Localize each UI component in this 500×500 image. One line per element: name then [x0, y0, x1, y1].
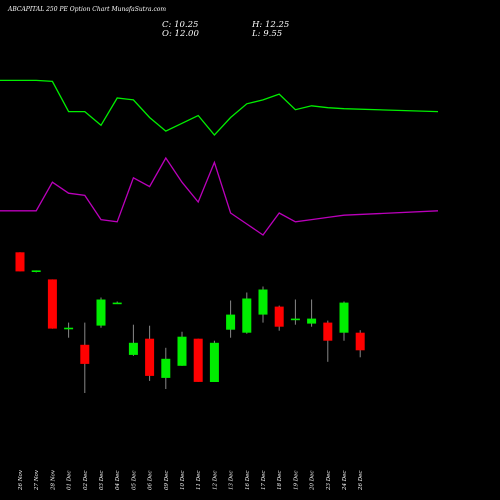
candle-body	[96, 299, 106, 326]
date-tick-label: 24 Dec	[342, 471, 348, 492]
candle-body	[193, 338, 203, 382]
date-tick-label: 01 Dec	[67, 471, 73, 491]
close-value: C: 10.25	[162, 20, 199, 30]
candle-body	[161, 358, 171, 378]
open-value: O: 12.00	[162, 29, 199, 39]
date-tick-label: 10 Dec	[180, 471, 186, 491]
date-tick-label: 11 Dec	[196, 471, 202, 491]
candle-body	[323, 322, 333, 341]
date-tick-label: 20 Dec	[310, 471, 316, 492]
candle-body	[339, 302, 349, 333]
date-tick-label: 02 Dec	[83, 471, 89, 491]
date-tick-label: 03 Dec	[99, 471, 105, 491]
low-value: L: 9.55	[252, 29, 283, 39]
date-tick-label: 09 Dec	[164, 471, 170, 491]
candle-body	[145, 338, 155, 376]
date-tick-label: 13 Dec	[229, 471, 235, 491]
high-value: H: 12.25	[252, 20, 290, 30]
date-tick-label: 05 Dec	[131, 471, 137, 491]
candle-body	[112, 302, 122, 305]
candle-body	[80, 344, 90, 364]
date-tick-label: 19 Dec	[293, 471, 299, 491]
date-tick-label: 12 Dec	[212, 471, 218, 491]
date-tick-label: 17 Dec	[261, 471, 267, 491]
lower-indicator-line	[0, 156, 439, 236]
candle-body	[242, 298, 252, 333]
date-tick-label: 18 Dec	[277, 471, 283, 491]
date-tick-label: 16 Dec	[245, 471, 251, 491]
candle-body	[177, 336, 187, 366]
date-tick-label: 28 Nov	[50, 469, 56, 491]
date-tick-label: 26 Nov	[18, 469, 24, 491]
candle-body	[128, 342, 138, 355]
date-tick-label: 23 Dec	[326, 471, 332, 492]
candle-body	[226, 314, 236, 330]
date-tick-label: 06 Dec	[148, 471, 154, 491]
candle-body	[47, 279, 57, 329]
date-tick-label: 27 Nov	[34, 469, 40, 491]
candle-body	[209, 342, 219, 382]
upper-indicator-line	[0, 79, 439, 136]
candle-body	[31, 270, 41, 272]
candle-body	[290, 318, 300, 321]
date-tick-label: 26 Dec	[358, 471, 364, 492]
chart-title: ABCAPITAL 250 PE Option Chart MunafaSutr…	[8, 6, 167, 13]
candle-body	[64, 327, 74, 330]
candle-body	[15, 252, 25, 272]
candle-body	[307, 318, 317, 324]
candle-body	[274, 306, 284, 327]
candle-body	[355, 332, 365, 351]
candle-body	[258, 289, 268, 315]
date-tick-label: 04 Dec	[115, 471, 121, 491]
